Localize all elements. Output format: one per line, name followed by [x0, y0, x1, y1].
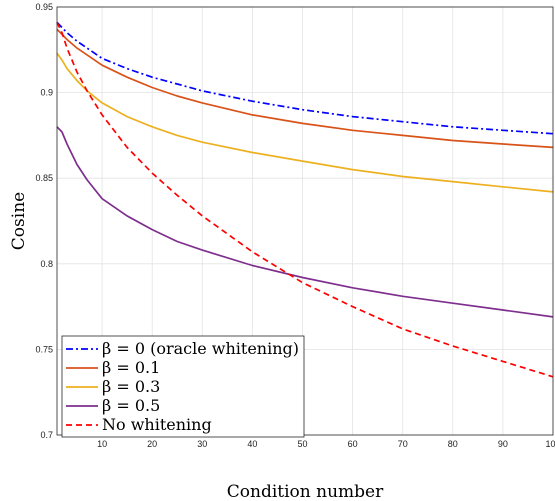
y-tick-label: 0.8: [40, 259, 53, 269]
x-tick-label: 30: [197, 439, 207, 449]
series-line-3: [56, 126, 554, 318]
x-tick-label: 10: [97, 439, 107, 449]
x-tick-label: 80: [448, 439, 458, 449]
legend-label: β = 0.3: [102, 377, 160, 396]
series-line-2: [56, 52, 554, 193]
legend-label: β = 0.5: [102, 396, 160, 415]
legend: β = 0 (oracle whitening)β = 0.1β = 0.3β …: [61, 335, 305, 438]
legend-box: [61, 335, 305, 438]
legend-label: No whitening: [102, 415, 212, 434]
legend-label: β = 0.1: [102, 358, 160, 377]
y-tick-label: 0.7: [40, 430, 53, 440]
x-tick-label: 70: [398, 439, 408, 449]
x-axis-title: Condition number: [227, 482, 384, 501]
x-tick-label: 20: [147, 439, 157, 449]
y-tick-label: 0.85: [35, 173, 53, 183]
plot-border: [56, 6, 554, 436]
y-tick-label: 0.75: [35, 344, 53, 354]
x-tick-label: 100: [545, 439, 555, 449]
series-line-1: [56, 28, 554, 149]
series-line-4: [56, 22, 554, 378]
y-tick-label: 0.95: [35, 2, 53, 12]
series-lines: [56, 21, 554, 378]
x-tick-label: 60: [348, 439, 358, 449]
tick-labels: 10 20 30 40 50 60 70 80 90 100 0.7 0.75 0.8 0.85 0.9 0.…: [35, 2, 555, 449]
x-tick-label: 90: [498, 439, 508, 449]
y-axis-title: Cosine: [9, 192, 29, 250]
legend-label: β = 0 (oracle whitening): [102, 339, 299, 358]
x-tick-label: 50: [297, 439, 307, 449]
x-tick-label: 40: [247, 439, 257, 449]
series-line-0: [56, 21, 554, 135]
y-tick-label: 0.9: [40, 88, 53, 98]
